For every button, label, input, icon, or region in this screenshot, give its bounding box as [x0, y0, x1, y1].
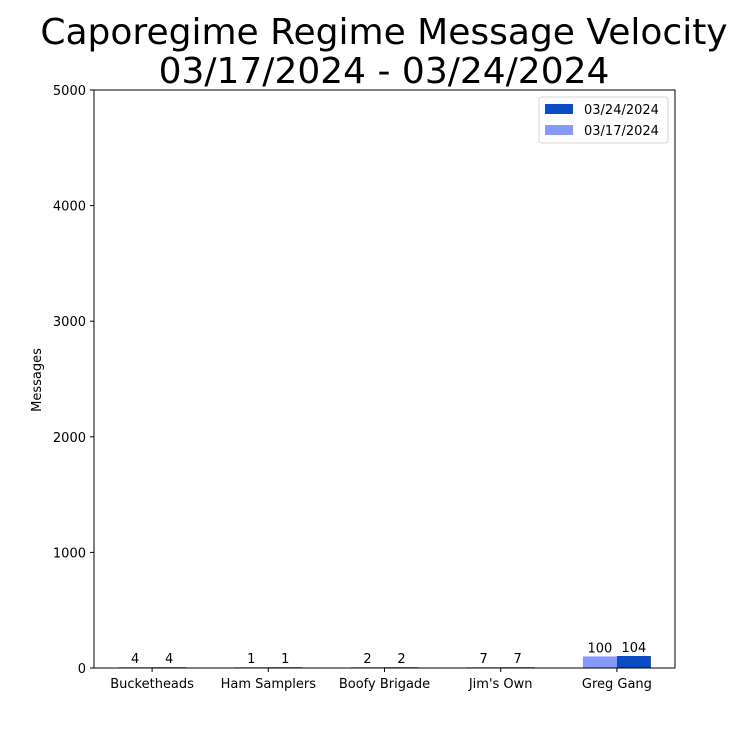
x-tick-label: Greg Gang — [582, 677, 652, 692]
x-tick-label: Bucketheads — [110, 677, 194, 692]
plot-frame — [93, 89, 676, 669]
x-tick-label: Ham Samplers — [221, 677, 317, 692]
bar-03-24-2024-greg-gang — [616, 655, 651, 668]
axes-group: Bucketheads Ham Samplers Boofy Brigade Jim'… — [53, 84, 676, 692]
y-tick-label: 1000 — [53, 546, 86, 561]
bar-value-label: 4 — [131, 652, 139, 667]
legend-swatch — [545, 125, 573, 135]
chart-title-line2: 03/17/2024 - 03/24/2024 — [159, 51, 610, 92]
legend-label: 03/17/2024 — [584, 124, 659, 139]
legend-swatch — [545, 104, 573, 114]
bar-value-label: 7 — [480, 652, 488, 667]
bar-value-label: 4 — [165, 652, 173, 667]
legend-label: 03/24/2024 — [584, 103, 659, 118]
y-axis-label: Messages — [30, 348, 45, 412]
y-tick-label: 2000 — [53, 431, 86, 446]
y-tick-label: 3000 — [53, 315, 86, 330]
bar-value-label: 100 — [587, 641, 612, 656]
y-tick-label: 0 — [78, 662, 86, 677]
bar-value-label: 1 — [281, 652, 289, 667]
chart-title-line1: Caporegime Regime Message Velocity — [40, 12, 727, 53]
bar-03-17-2024-greg-gang — [582, 656, 617, 668]
x-tick-label: Jim's Own — [468, 677, 533, 692]
bar-value-label: 1 — [247, 652, 255, 667]
bar-value-label: 2 — [397, 652, 405, 667]
legend: 03/24/2024 03/17/2024 — [538, 96, 669, 144]
bars-group: 4 4 1 1 2 2 7 7 100 104 — [118, 641, 651, 668]
y-tick-label: 5000 — [53, 84, 86, 99]
x-tick-label: Boofy Brigade — [339, 677, 430, 692]
bar-value-label: 104 — [621, 641, 646, 656]
bar-value-label: 7 — [514, 652, 522, 667]
bar-value-label: 2 — [363, 652, 371, 667]
y-tick-label: 4000 — [53, 200, 86, 215]
